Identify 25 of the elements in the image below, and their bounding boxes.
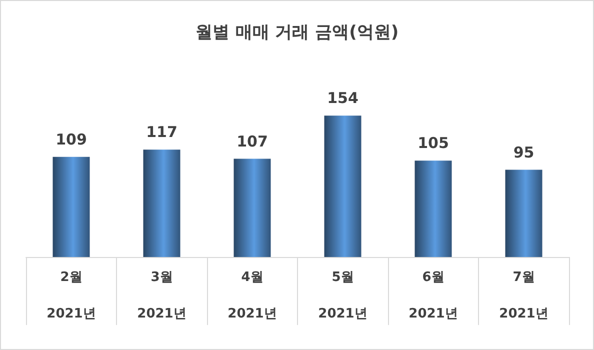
data-label: 117	[146, 123, 178, 142]
bar	[52, 156, 90, 257]
x-tick-label: 6월	[422, 270, 444, 285]
text: 2021년	[137, 306, 186, 322]
bar	[414, 160, 452, 257]
x-tick-label: 3월	[150, 270, 173, 285]
x-tick-label: 5월	[332, 270, 354, 285]
x-tick-label: 4월	[241, 270, 264, 285]
bar	[234, 158, 271, 257]
x-tick-label: 2월	[60, 270, 82, 285]
data-label: 154	[327, 89, 358, 108]
x-tick-label: 7월	[512, 270, 535, 285]
bar	[143, 150, 180, 257]
data-label: 105	[418, 134, 449, 152]
data-label: 109	[56, 130, 87, 148]
text: 2021년	[408, 306, 458, 322]
text: 2021년	[499, 306, 548, 322]
bar	[505, 170, 542, 257]
bar	[324, 116, 362, 257]
text: 2021년	[318, 306, 368, 322]
data-label: 95	[513, 143, 534, 162]
chart-title: 월별 매매 거래 금액(억원)	[195, 22, 399, 42]
data-label: 107	[236, 132, 268, 150]
text: 2021년	[46, 306, 96, 322]
text: 2021년	[228, 306, 277, 322]
